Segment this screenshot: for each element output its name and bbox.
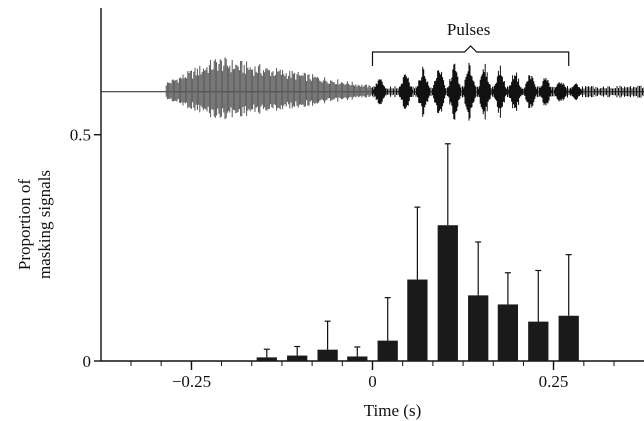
bar	[347, 356, 368, 361]
y-tick-label: 0.5	[70, 126, 91, 145]
bar	[497, 304, 519, 361]
bar	[528, 321, 549, 361]
bars	[256, 143, 579, 361]
bar	[558, 315, 579, 361]
bar	[287, 355, 308, 361]
ticks: 0 0.5 −0.25 0 0.25	[70, 126, 615, 391]
bar	[256, 357, 277, 361]
call-1-waveform	[165, 57, 372, 120]
x-tick-label: 0.25	[539, 372, 569, 391]
y-axis-label-line2: masking signals	[35, 170, 54, 279]
call-2-pulses-waveform	[372, 62, 644, 121]
bar	[437, 225, 458, 361]
sound-waveform	[101, 57, 644, 121]
pulses-annotation: Pulses	[447, 20, 490, 39]
y-axis-label: Proportion of masking signals	[15, 170, 54, 279]
x-tick-label: −0.25	[172, 372, 211, 391]
pulses-bracket	[371, 45, 570, 66]
bar	[317, 349, 338, 361]
x-axis-label: Time (s)	[364, 401, 421, 420]
bar	[407, 279, 428, 361]
bracket-line	[371, 45, 570, 66]
bar	[468, 295, 489, 361]
y-axis-label-line1: Proportion of	[15, 179, 34, 270]
bar	[377, 340, 398, 361]
x-tick-label: 0	[368, 372, 377, 391]
y-tick-label: 0	[83, 352, 92, 371]
